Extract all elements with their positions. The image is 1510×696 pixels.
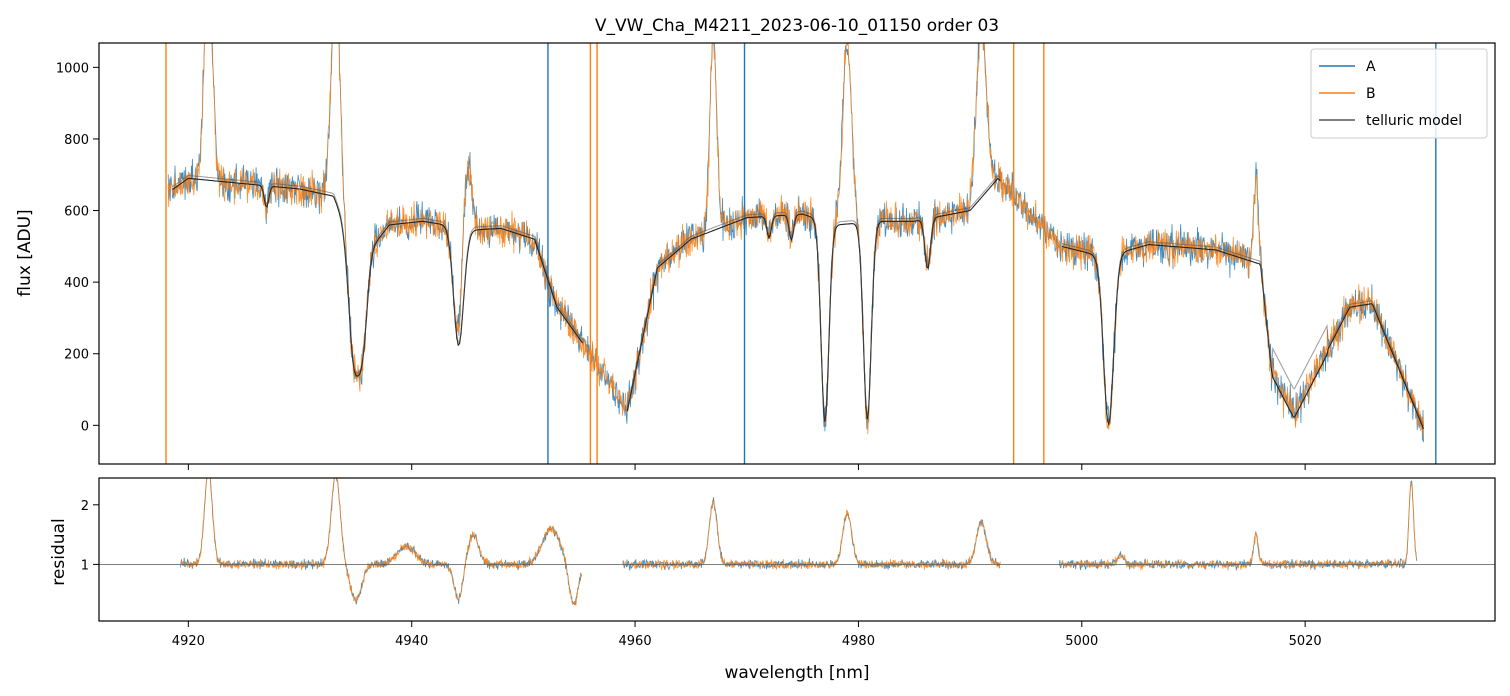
x-tick-label: 5020	[1289, 634, 1322, 649]
x-tick-label: 4960	[619, 634, 652, 649]
x-tick-label: 4940	[395, 634, 428, 649]
x-tick-label: 5000	[1065, 634, 1098, 649]
top-y-axis-label: flux [ADU]	[15, 209, 35, 296]
y-tick-label: 200	[64, 348, 89, 363]
bottom-panel: 12 4920 4940 4960 4980 5000 5020 residual wav…	[49, 477, 1496, 683]
top-axes-frame	[98, 42, 1496, 465]
top-panel: 0 200 400 600 800 1000 flux [ADU] A B telluri…	[15, 42, 1496, 470]
chart-title: V_VW_Cha_M4211_2023-06-10_01150 order 03	[595, 16, 999, 36]
residual-a-line	[622, 497, 1001, 571]
x-tick-label: 4980	[842, 634, 875, 649]
telluric-model-line	[172, 174, 1425, 427]
bottom-plot-area	[99, 478, 1495, 606]
top-y-ticks: 0 200 400 600 800 1000	[56, 61, 99, 434]
bottom-x-ticks: 4920 4940 4960 4980 5000 5020	[172, 621, 1322, 649]
y-tick-label: 600	[64, 205, 89, 220]
y-tick-label: 400	[64, 276, 89, 291]
legend-label-telluric: telluric model	[1366, 113, 1462, 129]
bottom-y-axis-label: residual	[49, 518, 69, 585]
bottom-axes-frame	[98, 477, 1496, 622]
y-tick-label: 800	[64, 133, 89, 148]
residual-b-line	[622, 499, 1001, 571]
bottom-y-ticks: 12	[81, 499, 99, 573]
legend-label-b: B	[1366, 86, 1376, 102]
legend-box	[1310, 48, 1488, 139]
legend: A B telluric model	[1310, 48, 1488, 139]
telluric-model-line	[172, 177, 1425, 430]
y-tick-label: 1	[81, 558, 89, 573]
residual-a-line	[180, 478, 582, 605]
series-b-line	[167, 43, 1424, 438]
top-plot-area	[165, 43, 1437, 464]
residual-a-line	[1059, 480, 1418, 571]
y-tick-label: 1000	[56, 61, 89, 76]
x-axis-label: wavelength [nm]	[724, 663, 869, 683]
x-tick-label: 4920	[172, 634, 205, 649]
legend-label-a: A	[1366, 59, 1376, 75]
residual-b-line	[1059, 482, 1418, 571]
residual-b-line	[180, 478, 582, 606]
y-tick-label: 0	[81, 419, 89, 434]
y-tick-label: 2	[81, 499, 89, 514]
top-x-ticks	[187, 464, 1306, 470]
